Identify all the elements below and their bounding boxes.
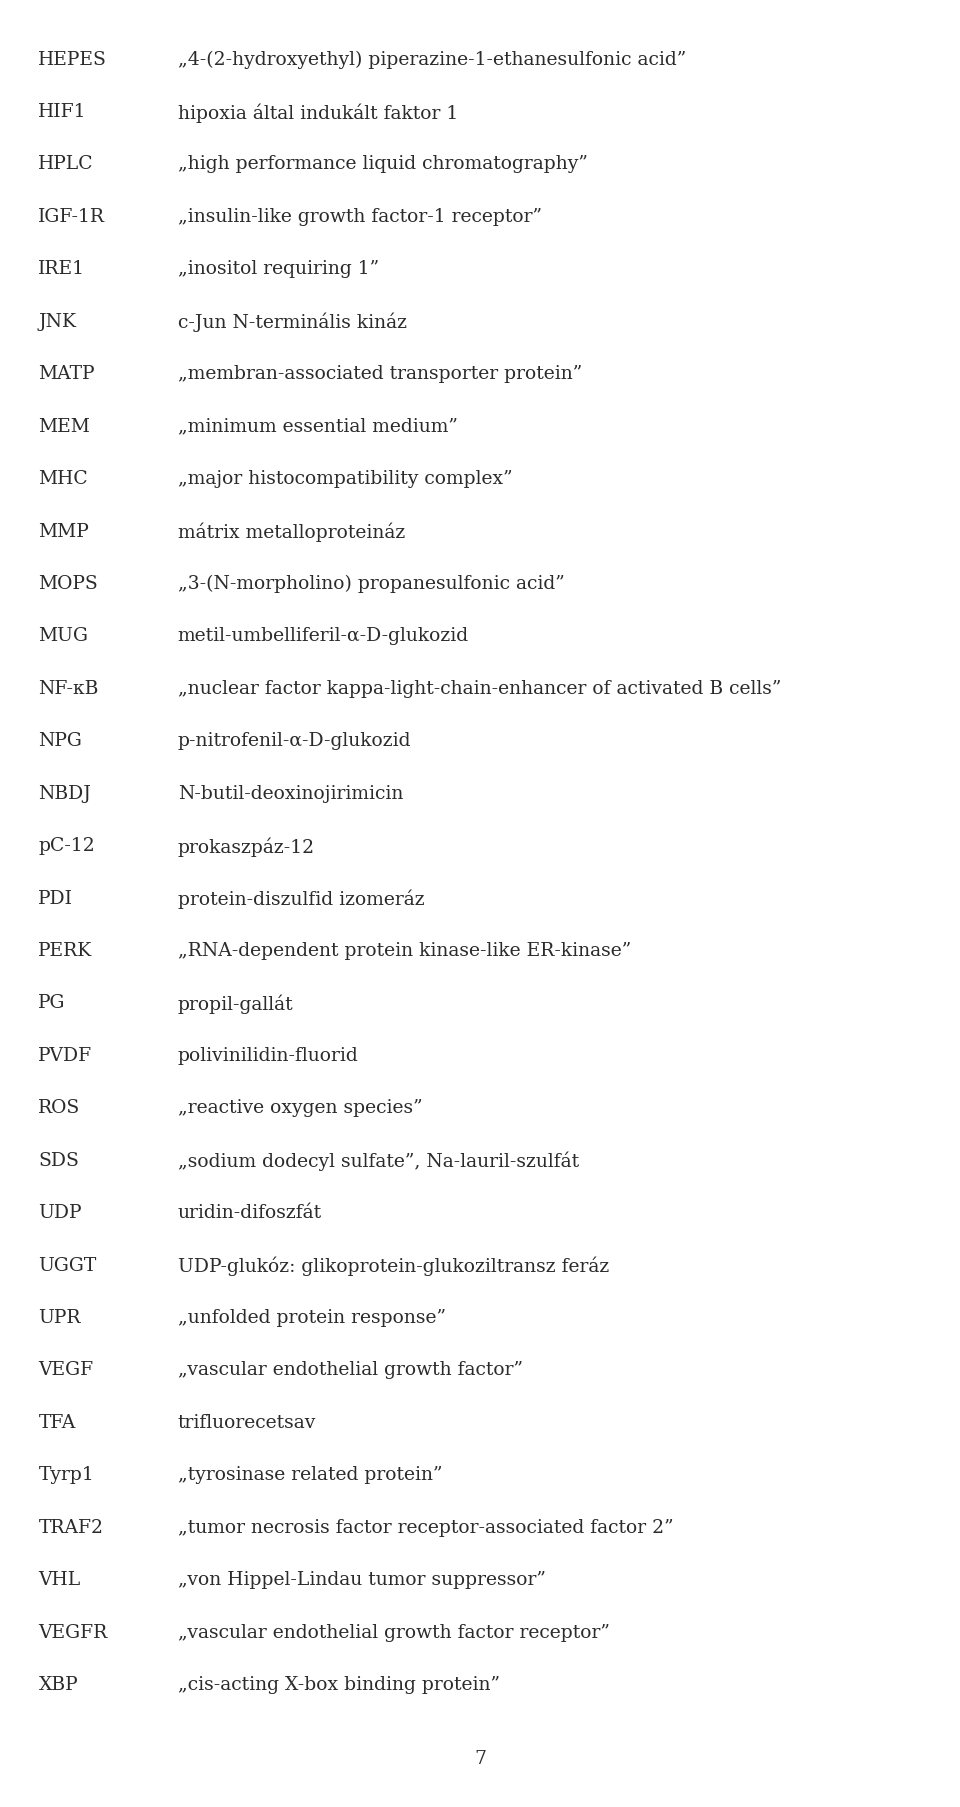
Text: MMP: MMP <box>38 522 89 540</box>
Text: hipoxia által indukált faktor 1: hipoxia által indukált faktor 1 <box>178 103 458 123</box>
Text: trifluorecetsav: trifluorecetsav <box>178 1413 316 1431</box>
Text: PVDF: PVDF <box>38 1046 92 1064</box>
Text: „cis-acting X-box binding protein”: „cis-acting X-box binding protein” <box>178 1675 499 1693</box>
Text: VEGF: VEGF <box>38 1361 93 1379</box>
Text: UDP-glukóz: glikoprotein-glukoziltransz feráz: UDP-glukóz: glikoprotein-glukoziltransz … <box>178 1256 609 1276</box>
Text: protein-diszulfid izomeráz: protein-diszulfid izomeráz <box>178 889 424 909</box>
Text: „nuclear factor kappa-light-chain-enhancer of activated B cells”: „nuclear factor kappa-light-chain-enhanc… <box>178 679 781 698</box>
Text: XBP: XBP <box>38 1675 78 1693</box>
Text: MUG: MUG <box>38 627 88 645</box>
Text: HEPES: HEPES <box>38 51 108 69</box>
Text: 7: 7 <box>474 1749 486 1767</box>
Text: metil-umbelliferil-α-D-glukozid: metil-umbelliferil-α-D-glukozid <box>178 627 468 645</box>
Text: „tyrosinase related protein”: „tyrosinase related protein” <box>178 1465 443 1484</box>
Text: p-nitrofenil-α-D-glukozid: p-nitrofenil-α-D-glukozid <box>178 732 411 750</box>
Text: polivinilidin-fluorid: polivinilidin-fluorid <box>178 1046 358 1064</box>
Text: NBDJ: NBDJ <box>38 784 91 802</box>
Text: „minimum essential medium”: „minimum essential medium” <box>178 417 458 435</box>
Text: „3-(N-morpholino) propanesulfonic acid”: „3-(N-morpholino) propanesulfonic acid” <box>178 575 564 593</box>
Text: „unfolded protein response”: „unfolded protein response” <box>178 1308 445 1326</box>
Text: TFA: TFA <box>38 1413 76 1431</box>
Text: MHC: MHC <box>38 470 88 488</box>
Text: IGF-1R: IGF-1R <box>38 208 106 226</box>
Text: PERK: PERK <box>38 941 93 960</box>
Text: N-butil-deoxinojirimicin: N-butil-deoxinojirimicin <box>178 784 403 802</box>
Text: HPLC: HPLC <box>38 155 94 173</box>
Text: „high performance liquid chromatography”: „high performance liquid chromatography” <box>178 155 588 173</box>
Text: „tumor necrosis factor receptor-associated factor 2”: „tumor necrosis factor receptor-associat… <box>178 1518 673 1536</box>
Text: VEGFR: VEGFR <box>38 1623 108 1641</box>
Text: „insulin-like growth factor-1 receptor”: „insulin-like growth factor-1 receptor” <box>178 208 541 226</box>
Text: MOPS: MOPS <box>38 575 98 593</box>
Text: propil-gallát: propil-gallát <box>178 994 293 1014</box>
Text: IRE1: IRE1 <box>38 260 85 278</box>
Text: ROS: ROS <box>38 1099 81 1117</box>
Text: mátrix metalloproteináz: mátrix metalloproteináz <box>178 522 405 542</box>
Text: uridin-difoszfát: uridin-difoszfát <box>178 1203 322 1222</box>
Text: „sodium dodecyl sulfate”, Na-lauril-szulfát: „sodium dodecyl sulfate”, Na-lauril-szul… <box>178 1151 579 1171</box>
Text: Tyrp1: Tyrp1 <box>38 1465 94 1484</box>
Text: „vascular endothelial growth factor receptor”: „vascular endothelial growth factor rece… <box>178 1623 610 1641</box>
Text: NF-κB: NF-κB <box>38 679 99 698</box>
Text: NPG: NPG <box>38 732 83 750</box>
Text: HIF1: HIF1 <box>38 103 87 121</box>
Text: VHL: VHL <box>38 1570 81 1588</box>
Text: „von Hippel-Lindau tumor suppressor”: „von Hippel-Lindau tumor suppressor” <box>178 1570 545 1588</box>
Text: „inositol requiring 1”: „inositol requiring 1” <box>178 260 379 278</box>
Text: „RNA-dependent protein kinase-like ER-kinase”: „RNA-dependent protein kinase-like ER-ki… <box>178 941 631 960</box>
Text: UGGT: UGGT <box>38 1256 97 1274</box>
Text: pC-12: pC-12 <box>38 837 95 855</box>
Text: MATP: MATP <box>38 365 95 383</box>
Text: prokaszpáz-12: prokaszpáz-12 <box>178 837 315 857</box>
Text: „membran-associated transporter protein”: „membran-associated transporter protein” <box>178 365 582 383</box>
Text: JNK: JNK <box>38 313 77 331</box>
Text: „4-(2-hydroxyethyl) piperazine-1-ethanesulfonic acid”: „4-(2-hydroxyethyl) piperazine-1-ethanes… <box>178 51 685 69</box>
Text: c-Jun N-terminális kináz: c-Jun N-terminális kináz <box>178 313 407 332</box>
Text: PG: PG <box>38 994 66 1012</box>
Text: UDP: UDP <box>38 1203 82 1222</box>
Text: UPR: UPR <box>38 1308 81 1326</box>
Text: „major histocompatibility complex”: „major histocompatibility complex” <box>178 470 513 488</box>
Text: SDS: SDS <box>38 1151 80 1169</box>
Text: „reactive oxygen species”: „reactive oxygen species” <box>178 1099 422 1117</box>
Text: PDI: PDI <box>38 889 73 907</box>
Text: MEM: MEM <box>38 417 90 435</box>
Text: TRAF2: TRAF2 <box>38 1518 104 1536</box>
Text: „vascular endothelial growth factor”: „vascular endothelial growth factor” <box>178 1361 522 1379</box>
